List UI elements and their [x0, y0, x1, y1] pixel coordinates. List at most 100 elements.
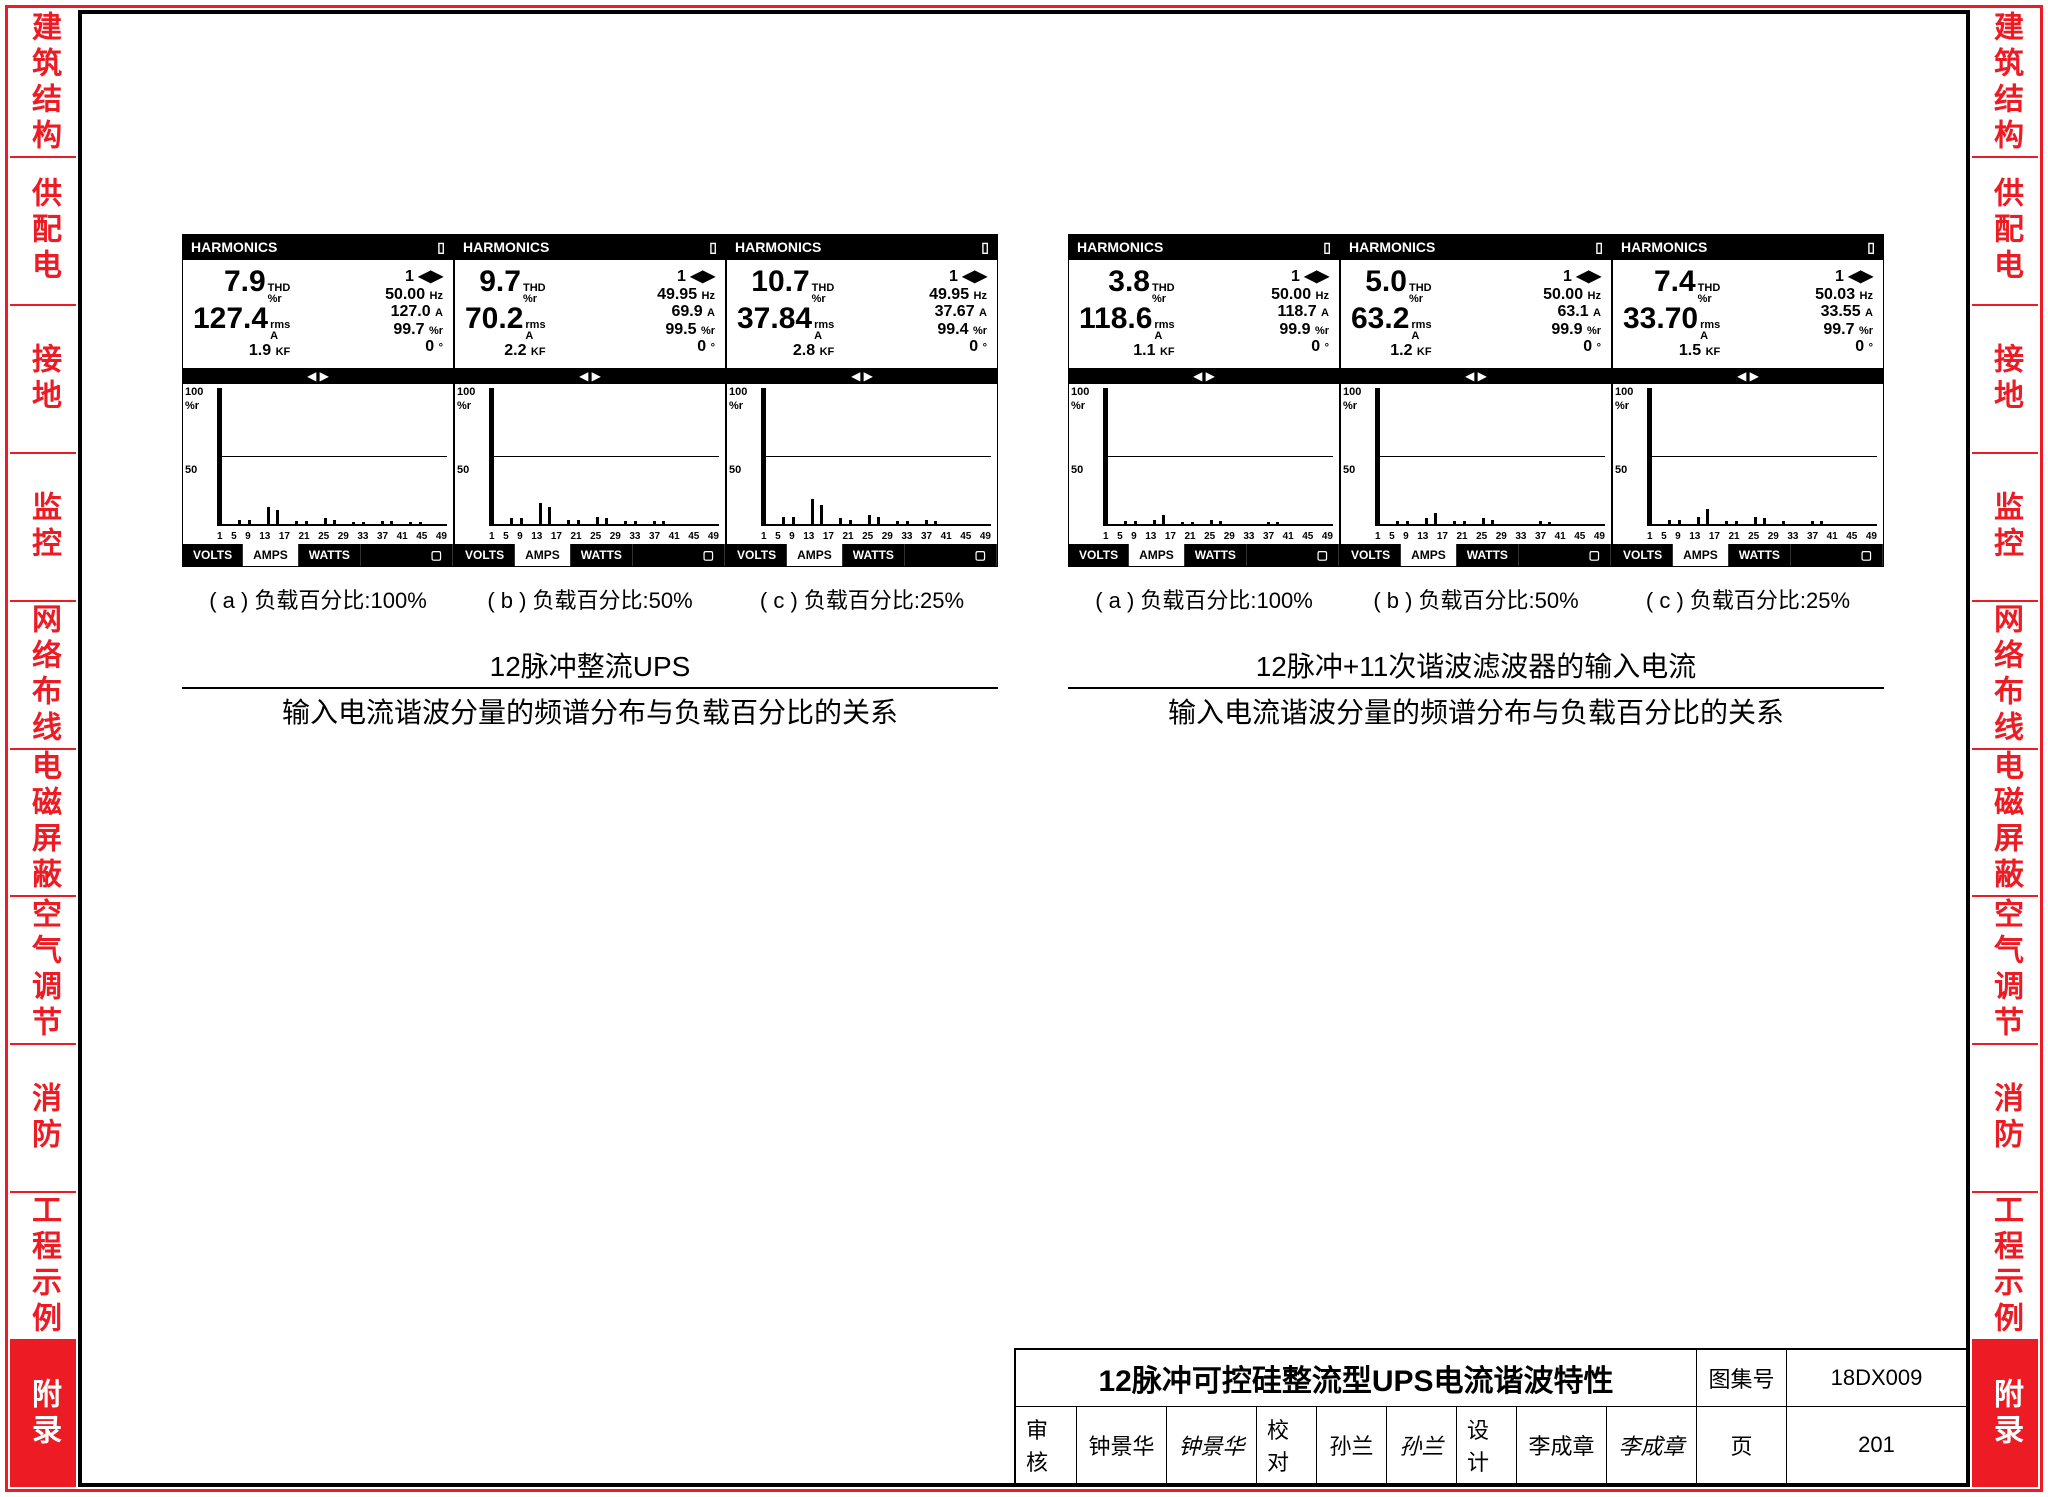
amps-tab[interactable]: AMPS	[515, 544, 571, 566]
volts-tab[interactable]: VOLTS	[1069, 544, 1129, 566]
watts-tab[interactable]: WATTS	[1729, 544, 1791, 566]
screen-icon[interactable]: ▢	[965, 544, 997, 566]
review-sig: 钟景华	[1166, 1406, 1256, 1483]
rms-value: 118.6rmsA	[1079, 305, 1175, 342]
spectrum-chart: 100%r5015913172125293337414549	[1613, 384, 1883, 544]
harmonic-bar	[662, 521, 665, 524]
y-label: 50	[1343, 464, 1355, 476]
harmonic-bar	[352, 522, 355, 523]
side-tab[interactable]: 电磁屏蔽	[1972, 750, 2038, 898]
screen-icon[interactable]: ▢	[421, 544, 453, 566]
side-tab[interactable]: 空气调节	[1972, 897, 2038, 1045]
watts-tab[interactable]: WATTS	[1457, 544, 1519, 566]
screen-icon[interactable]: ▢	[1579, 544, 1611, 566]
readout: 10.7THD%r37.84rmsA2.8 KF1 ◀▶49.95 Hz37.6…	[727, 260, 997, 368]
x-axis: 15913172125293337414549	[1647, 531, 1877, 542]
watts-tab[interactable]: WATTS	[571, 544, 633, 566]
side-tab[interactable]: 建筑结构	[1972, 10, 2038, 158]
deg-value: 0 °	[425, 338, 443, 356]
hz-value: 50.00 Hz	[385, 286, 443, 304]
amps-tab[interactable]: AMPS	[1401, 544, 1457, 566]
screen-icon[interactable]: ▢	[693, 544, 725, 566]
hz-value: 50.00 Hz	[1271, 286, 1329, 304]
panel-caption: ( a ) 负载百分比:100%	[182, 583, 454, 615]
amps-tab[interactable]: AMPS	[1673, 544, 1729, 566]
rms-value: 33.70rmsA	[1623, 305, 1720, 342]
harmonic-bar	[1668, 520, 1671, 524]
side-tab[interactable]: 网络布线	[1972, 602, 2038, 750]
group-title: 12脉冲+11次谐波滤波器的输入电流输入电流谐波分量的频谱分布与负载百分比的关系	[1068, 645, 1884, 731]
side-tab[interactable]: 工程示例	[10, 1193, 76, 1341]
harmonic-bar	[634, 521, 637, 524]
side-tab[interactable]: 供配电	[10, 158, 76, 306]
kf-value: 1.2 KF	[1390, 342, 1431, 360]
screen-icon[interactable]: ▢	[1307, 544, 1339, 566]
arrow-strip: ◀ ▶	[1613, 368, 1883, 384]
watts-tab[interactable]: WATTS	[1185, 544, 1247, 566]
battery-icon: ▯	[981, 239, 989, 256]
amps-value: 118.7 A	[1277, 303, 1329, 321]
kf-value: 1.1 KF	[1133, 342, 1174, 360]
check-label: 校对	[1256, 1406, 1316, 1483]
amps-tab[interactable]: AMPS	[1129, 544, 1185, 566]
side-tab[interactable]: 监控	[10, 454, 76, 602]
arrow-strip: ◀ ▶	[183, 368, 453, 384]
harmonic-bar	[934, 521, 937, 524]
harmonic-bar	[839, 518, 842, 523]
side-tab[interactable]: 网络布线	[10, 602, 76, 750]
harmonic-bar	[381, 521, 384, 524]
volts-tab[interactable]: VOLTS	[183, 544, 243, 566]
harmonic-bar	[520, 518, 523, 523]
harmonic-bar	[409, 522, 412, 523]
y-label: 100	[1343, 386, 1361, 398]
arrow-strip: ◀ ▶	[727, 368, 997, 384]
thd-value: 9.7THD%r	[479, 268, 545, 305]
harmonic-bar	[868, 515, 871, 523]
side-tab[interactable]: 接地	[10, 306, 76, 454]
watts-tab[interactable]: WATTS	[299, 544, 361, 566]
screen-icon[interactable]: ▢	[1851, 544, 1883, 566]
analyzer-footer: VOLTSAMPSWATTS ▢	[455, 544, 725, 566]
y-label: 50	[729, 464, 741, 476]
side-tab[interactable]: 电磁屏蔽	[10, 750, 76, 898]
volts-tab[interactable]: VOLTS	[455, 544, 515, 566]
volts-tab[interactable]: VOLTS	[727, 544, 787, 566]
harmonic-bar	[763, 388, 766, 524]
side-tab[interactable]: 空气调节	[10, 897, 76, 1045]
volts-tab[interactable]: VOLTS	[1613, 544, 1673, 566]
amps-tab[interactable]: AMPS	[787, 544, 843, 566]
set-number: 18DX009	[1786, 1350, 1966, 1406]
analyzer-title: HARMONICS	[1621, 239, 1707, 256]
harmonic-index: 1 ◀▶	[677, 268, 715, 286]
side-tabs-right: 建筑结构供配电接地监控网络布线电磁屏蔽空气调节消防工程示例附录	[1972, 10, 2038, 1487]
watts-tab[interactable]: WATTS	[843, 544, 905, 566]
battery-icon: ▯	[709, 239, 717, 256]
analyzer-footer: VOLTSAMPSWATTS ▢	[1613, 544, 1883, 566]
harmonic-bar	[1735, 521, 1738, 524]
harmonic-bar	[248, 520, 251, 524]
harmonic-bar	[1191, 522, 1194, 523]
side-tab[interactable]: 监控	[1972, 454, 2038, 602]
harmonic-bar	[1649, 388, 1652, 524]
kf-value: 2.8 KF	[793, 342, 834, 360]
panels-row: HARMONICS▯7.9THD%r127.4rmsA1.9 KF1 ◀▶50.…	[182, 234, 1866, 731]
side-tab[interactable]: 工程示例	[1972, 1193, 2038, 1341]
side-tab[interactable]: 附录	[10, 1341, 76, 1487]
panel-caption: ( a ) 负载百分比:100%	[1068, 583, 1340, 615]
side-tab[interactable]: 建筑结构	[10, 10, 76, 158]
pct-value: 99.9 %r	[1279, 321, 1329, 339]
harmonic-bar	[267, 507, 270, 523]
amps-tab[interactable]: AMPS	[243, 544, 299, 566]
harmonic-index: 1 ◀▶	[1563, 268, 1601, 286]
deg-value: 0 °	[697, 338, 715, 356]
volts-tab[interactable]: VOLTS	[1341, 544, 1401, 566]
harmonic-index: 1 ◀▶	[1835, 268, 1873, 286]
page-label: 页	[1696, 1406, 1786, 1483]
analyzer-title: HARMONICS	[463, 239, 549, 256]
side-tab[interactable]: 附录	[1972, 1341, 2038, 1487]
side-tab[interactable]: 供配电	[1972, 158, 2038, 306]
thd-value: 3.8THD%r	[1108, 268, 1174, 305]
side-tab[interactable]: 消防	[10, 1045, 76, 1193]
side-tab[interactable]: 接地	[1972, 306, 2038, 454]
side-tab[interactable]: 消防	[1972, 1045, 2038, 1193]
